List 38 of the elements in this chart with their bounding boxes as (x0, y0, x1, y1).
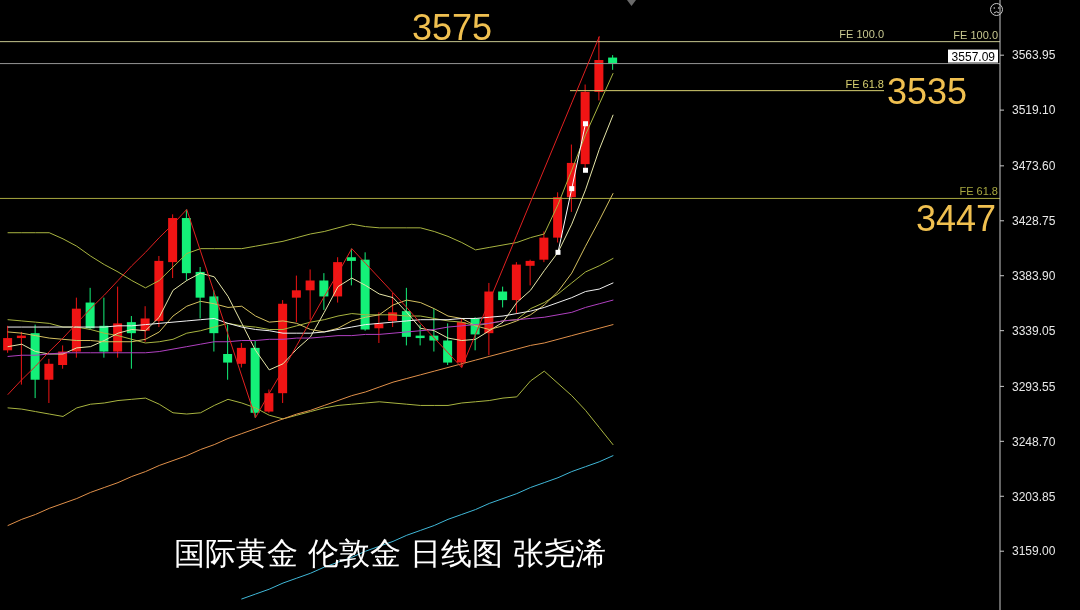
y-tick-label: 3339.05 (1012, 323, 1056, 338)
ref-line-label: FE 61.8 (959, 185, 998, 198)
candlestick (346, 248, 356, 286)
text: 3535 (887, 71, 968, 112)
line-series (7, 282, 614, 334)
y-tick-label: 3563.95 (1012, 48, 1056, 63)
y-tick-label: 3519.10 (1012, 103, 1056, 118)
ref-line-label: FE 61.8 (845, 77, 884, 90)
y-tick-label: 3203.85 (1012, 489, 1056, 504)
point (583, 121, 588, 127)
candlestick (44, 358, 54, 404)
y-tick-label: 3473.60 (1012, 159, 1056, 174)
candlestick (525, 259, 535, 286)
ref-line-label: 3557.09 (951, 49, 996, 64)
y-tick-label: 3428.75 (1012, 214, 1056, 229)
annotation: 3575 (411, 6, 493, 48)
ref-line-label: FE 100.0 (953, 28, 998, 41)
line-series (7, 370, 614, 446)
point (569, 186, 575, 192)
y-tick-label: 3248.70 (1012, 434, 1056, 449)
candlestick (223, 324, 233, 381)
line-series (7, 193, 614, 343)
y-tick-label: 3159.00 (1012, 544, 1056, 559)
candlestick (291, 275, 301, 323)
text: FE 100.0 (839, 28, 884, 40)
candlestick (236, 342, 246, 368)
line-series (7, 257, 614, 344)
candlestick (539, 231, 549, 263)
candlestick (305, 268, 315, 321)
line-series (7, 324, 614, 526)
annotation: 3447 (915, 198, 996, 240)
candlestick (443, 322, 453, 366)
candlestick (498, 286, 508, 308)
y-tick-label: 3383.90 (1012, 268, 1056, 283)
candlestick (3, 325, 13, 354)
point (583, 167, 588, 173)
y-tick-label: 3293.55 (1012, 379, 1056, 394)
point (555, 249, 561, 255)
